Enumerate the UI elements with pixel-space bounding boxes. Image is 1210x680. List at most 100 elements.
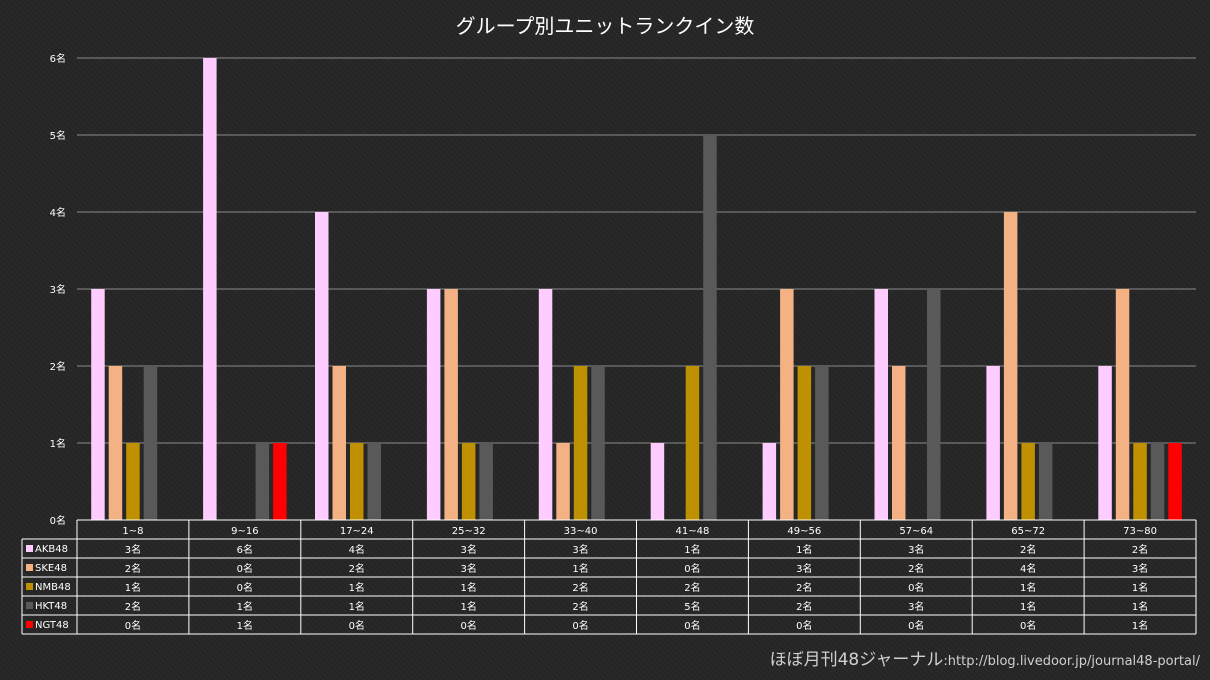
y-tick-label: 0名: [50, 514, 66, 527]
bar-AKB48-4: [538, 289, 553, 520]
table-cell: 1名: [572, 562, 588, 575]
bar-NMB48-8: [1021, 443, 1035, 520]
bar-NGT48-9: [1168, 443, 1182, 520]
table-cell: 1名: [125, 581, 141, 594]
table-cell: 0名: [908, 581, 924, 594]
bar-SKE48-9: [1115, 289, 1130, 520]
table-cell: 0名: [237, 562, 253, 575]
table-cell: 2名: [684, 581, 700, 594]
table-cell: 1名: [460, 581, 476, 594]
table-cell: 1名: [1020, 581, 1036, 594]
table-cell: 2名: [572, 600, 588, 613]
table-cell: 1名: [796, 543, 812, 556]
table-cell: 3名: [908, 543, 924, 556]
bar-HKT48-6: [815, 366, 829, 520]
category-label: 1~8: [122, 526, 143, 537]
bar-SKE48-7: [892, 366, 906, 520]
bar-AKB48-5: [650, 443, 665, 520]
table-cell: 1名: [349, 600, 365, 613]
table-cell: 0名: [796, 619, 812, 632]
table-cell: 4名: [349, 543, 365, 556]
table-cell: 0名: [349, 619, 365, 632]
bar-AKB48-3: [426, 289, 441, 520]
bar-AKB48-8: [986, 366, 1000, 520]
table-cell: 2名: [572, 581, 588, 594]
bar-SKE48-2: [332, 366, 346, 520]
legend-swatch-AKB48: [26, 545, 33, 552]
bars: [91, 58, 1182, 520]
bar-HKT48-2: [367, 443, 381, 520]
table-cell: 2名: [1132, 543, 1148, 556]
category-label: 73~80: [1123, 526, 1157, 537]
bar-SKE48-6: [780, 289, 794, 520]
legend-swatch-NGT48: [26, 621, 33, 628]
table-cell: 2名: [125, 562, 141, 575]
data-table: 1~8 9~16 17~24 25~32 33~40 41~48 49~56 57~64 65~…: [21, 519, 1197, 635]
table-cell: 1名: [349, 581, 365, 594]
bar-HKT48-3: [479, 443, 493, 520]
chart-title: グループ別ユニットランクイン数: [456, 14, 755, 38]
table-cell: 2名: [796, 600, 812, 613]
bar-NMB48-6: [797, 366, 812, 520]
table-cell: 0名: [684, 562, 700, 575]
table-cell: 3名: [460, 562, 476, 575]
legend-entry-HKT48: HKT48: [35, 601, 67, 612]
table-cell: 6名: [237, 543, 253, 556]
category-label: 17~24: [340, 526, 374, 537]
category-label: 41~48: [676, 526, 710, 537]
table-cell: 1名: [684, 543, 700, 556]
legend-swatch-HKT48: [26, 602, 33, 609]
table-cell: 1名: [1020, 600, 1036, 613]
legend-entry-NMB48: NMB48: [35, 582, 71, 593]
y-tick-label: 1名: [50, 437, 66, 450]
table-cell: 0名: [460, 619, 476, 632]
table-cell: 4名: [1020, 562, 1036, 575]
bar-NMB48-3: [461, 443, 476, 520]
bar-NMB48-0: [126, 443, 140, 520]
table-cell: 0名: [1020, 619, 1036, 632]
y-tick-label: 3名: [50, 283, 66, 296]
category-label: 49~56: [787, 526, 821, 537]
legend-entry-NGT48: NGT48: [35, 620, 69, 631]
bar-HKT48-5: [703, 135, 717, 520]
table-cell: 0名: [684, 619, 700, 632]
table-cell: 3名: [796, 562, 812, 575]
table-cell: 0名: [237, 581, 253, 594]
y-tick-label: 5名: [50, 129, 66, 142]
bar-SKE48-4: [556, 443, 570, 520]
table-cell: 3名: [908, 600, 924, 613]
bar-AKB48-9: [1098, 366, 1112, 520]
y-axis-ticks: 0名 1名 2名 3名 4名 5名 6名: [50, 52, 66, 527]
table-cell: 2名: [125, 600, 141, 613]
table-cell: 5名: [684, 600, 700, 613]
bar-HKT48-4: [591, 366, 605, 520]
table-cell: 2名: [908, 562, 924, 575]
table-cell: 1名: [237, 600, 253, 613]
bar-HKT48-0: [143, 366, 158, 520]
bar-NMB48-2: [350, 443, 364, 520]
bar-HKT48-7: [927, 289, 941, 520]
bar-HKT48-8: [1038, 443, 1053, 520]
table-cell: 1名: [1132, 619, 1148, 632]
category-label: 65~72: [1011, 526, 1045, 537]
bar-AKB48-6: [762, 443, 777, 520]
y-tick-label: 4名: [50, 206, 66, 219]
bar-AKB48-1: [203, 58, 217, 520]
table-cell: 2名: [796, 581, 812, 594]
table-cell: 1名: [237, 619, 253, 632]
bar-AKB48-7: [874, 289, 888, 520]
table-cell: 2名: [1020, 543, 1036, 556]
bar-NGT48-1: [273, 443, 287, 520]
category-label: 33~40: [564, 526, 598, 537]
footer-site-name: ほぼ月刊48ジャーナル: [769, 650, 944, 670]
table-cell: 1名: [460, 600, 476, 613]
y-tick-label: 2名: [50, 360, 66, 373]
legend-entry-SKE48: SKE48: [35, 563, 67, 574]
table-cell: 3名: [460, 543, 476, 556]
category-label: 25~32: [452, 526, 486, 537]
category-label: 9~16: [231, 526, 258, 537]
bar-AKB48-2: [315, 212, 329, 520]
table-cell: 1名: [1132, 581, 1148, 594]
bar-NMB48-9: [1133, 443, 1147, 520]
